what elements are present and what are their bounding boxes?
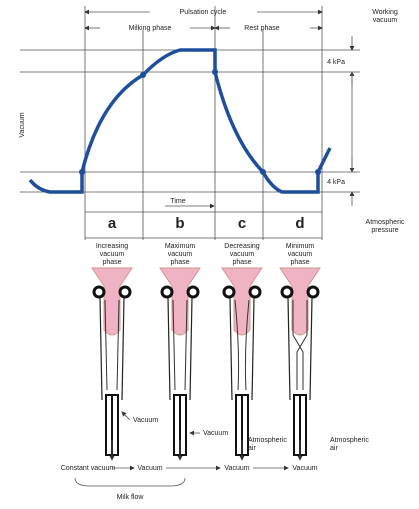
line: [309, 297, 313, 401]
pulsation-curve: [28, 48, 332, 194]
curve-point: [212, 69, 218, 75]
phase-name: vacuum: [100, 251, 125, 258]
bottom-label: Vacuum: [292, 465, 317, 472]
cup-ring: [306, 285, 320, 299]
column-letter: c: [238, 215, 246, 232]
column-letter: d: [295, 215, 304, 232]
curve-point: [260, 169, 266, 175]
phase-name: vacuum: [230, 251, 255, 258]
working-vacuum: vacuum: [373, 17, 398, 24]
milk-flow-bracket: [74, 477, 186, 487]
phase-label: Rest phase: [244, 25, 280, 32]
side-label: Vacuum: [203, 430, 228, 437]
teat: [221, 267, 263, 336]
curve-point: [79, 169, 85, 175]
line: [229, 297, 233, 401]
cup-ring: [280, 285, 294, 299]
phase-name: phase: [232, 259, 251, 266]
cup-ring: [248, 285, 262, 299]
cup-ring: [186, 285, 200, 299]
line: [121, 411, 131, 421]
line: [251, 297, 255, 401]
line: [167, 297, 171, 401]
phase-name: Decreasing: [224, 243, 260, 250]
line: [189, 297, 193, 401]
bottom-label: Vacuum: [224, 465, 249, 472]
teat: [91, 267, 133, 336]
curve-point: [140, 72, 146, 78]
title: Pulsation cycle: [180, 9, 227, 16]
phase-name: vacuum: [288, 251, 313, 258]
column-letter: b: [175, 215, 184, 232]
teat: [279, 267, 321, 336]
line: [99, 297, 103, 401]
side-label: Atmospheric: [248, 437, 287, 444]
liner: [104, 299, 120, 391]
teat: [159, 267, 201, 336]
phase-name: phase: [290, 259, 309, 266]
phase-name: Minimum: [286, 243, 315, 250]
bottom-label: Constant vacuum: [61, 465, 116, 472]
cup-ring: [92, 285, 106, 299]
kpa-label: 4 kPa: [327, 59, 345, 66]
cup-ring: [222, 285, 236, 299]
liner: [292, 300, 308, 390]
milk-flow-label: Milk flow: [117, 494, 145, 501]
cup-ring: [118, 285, 132, 299]
kpa-label: 4 kPa: [327, 179, 345, 186]
working-vacuum: Working: [372, 9, 398, 16]
side-label: air: [330, 445, 338, 452]
line: [121, 297, 125, 401]
phase-label: Milking phase: [129, 25, 172, 32]
cup-ring: [160, 285, 174, 299]
phase-name: Increasing: [96, 243, 128, 250]
bottom-label: Vacuum: [137, 465, 162, 472]
atmospheric-label: pressure: [371, 227, 398, 234]
side-label: air: [248, 445, 256, 452]
y-axis-label: Vacuum: [19, 112, 26, 137]
liner: [234, 299, 250, 391]
atmospheric-label: Atmospheric: [366, 219, 405, 226]
phase-name: phase: [170, 259, 189, 266]
liner: [172, 299, 188, 391]
curve-point: [315, 169, 321, 175]
column-letter: a: [108, 215, 117, 232]
x-axis-label: Time: [170, 198, 185, 205]
phase-name: vacuum: [168, 251, 193, 258]
phase-name: phase: [102, 259, 121, 266]
side-label: Atmospheric: [330, 437, 369, 444]
phase-name: Maximum: [165, 243, 196, 250]
line: [287, 297, 291, 401]
side-label: Vacuum: [133, 417, 158, 424]
